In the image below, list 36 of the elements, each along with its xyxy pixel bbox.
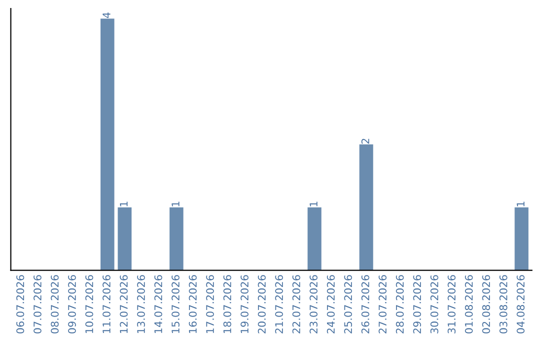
x-tick-label: 13.07.2026 (137, 275, 145, 333)
x-tick-label: 24.07.2026 (326, 275, 335, 334)
data-label: 1 (516, 202, 524, 206)
x-tick-label: 23.07.2026 (310, 275, 318, 334)
data-label: 1 (120, 202, 128, 206)
x-tick-label: 14.07.2026 (154, 275, 162, 333)
x-tick-label: 16.07.2026 (188, 275, 197, 333)
x-tick-label: 25.07.2026 (344, 275, 352, 334)
x-tick-label: 02.08.2026 (482, 275, 490, 334)
x-tick-label: 09.07.2026 (68, 275, 76, 334)
x-tick-label: 18.07.2026 (223, 275, 232, 333)
x-tick-label: 22.07.2026 (292, 275, 300, 334)
data-label: 2 (361, 138, 370, 144)
x-tick-label: 12.07.2026 (120, 275, 128, 333)
x-tick-label: 11.07.2026 (102, 275, 110, 333)
x-tick-label: 08.07.2026 (50, 275, 59, 334)
x-tick-label: 29.07.2026 (413, 275, 422, 334)
x-tick-label: 06.07.2026 (16, 275, 24, 334)
x-tick-label: 27.07.2026 (378, 275, 387, 334)
data-label: 1 (310, 202, 318, 206)
x-tick-label: 28.07.2026 (396, 275, 404, 334)
x-tick-label: 15.07.2026 (172, 275, 180, 333)
x-tick-label: 21.07.2026 (275, 275, 283, 334)
x-tick-label: 01.08.2026 (464, 275, 473, 334)
x-tick-label: 20.07.2026 (258, 275, 266, 334)
data-label: 1 (172, 202, 180, 206)
x-tick-label: 04.08.2026 (516, 275, 525, 334)
x-tick-label: 07.07.2026 (34, 275, 42, 334)
x-tick-label: 10.07.2026 (85, 275, 94, 333)
x-tick-label: 31.07.2026 (448, 275, 456, 334)
data-label: 4 (102, 12, 110, 18)
x-tick-label: 19.07.2026 (240, 275, 248, 333)
x-tick-label: 30.07.2026 (430, 275, 438, 334)
x-tick-label: 03.08.2026 (499, 275, 508, 334)
x-tick-label: 17.07.2026 (206, 275, 214, 333)
x-tick-label: 26.07.2026 (361, 275, 370, 334)
